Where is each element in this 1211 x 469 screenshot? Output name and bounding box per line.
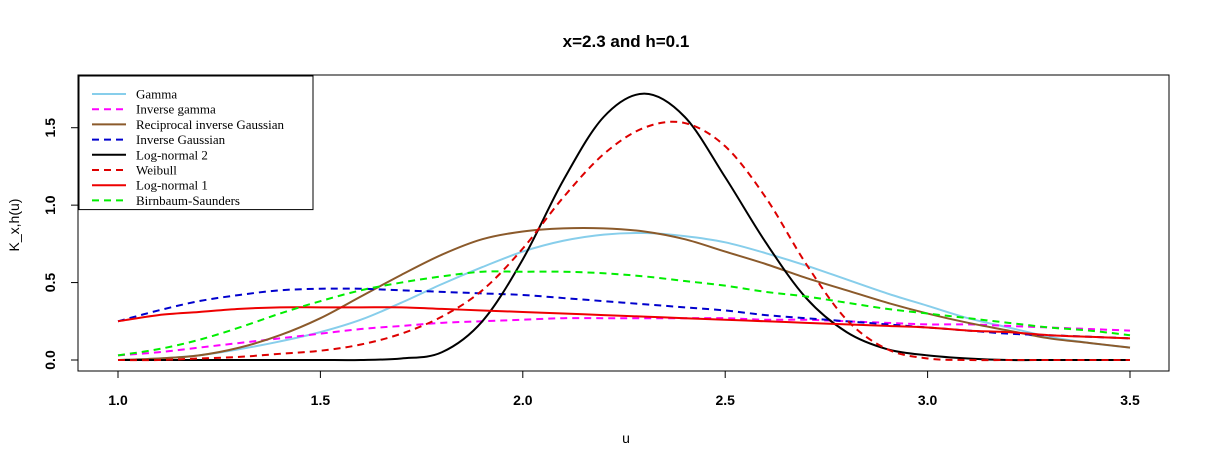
series-line-inverse-gamma (117, 317, 1131, 357)
x-tick-label: 2.0 (513, 392, 533, 408)
chart-title: x=2.3 and h=0.1 (563, 32, 690, 51)
legend-box (78, 75, 314, 211)
legend-label-birnbaum-saunders: Birnbaum-Saunders (136, 193, 240, 208)
x-tick-label: 2.5 (715, 392, 735, 408)
y-axis-label: K_x,h(u) (6, 199, 22, 252)
series-lines (117, 92, 1131, 362)
y-tick-label: 0.5 (42, 273, 58, 293)
legend-label-inverse-gaussian: Inverse Gaussian (136, 132, 226, 147)
series-line-log-normal-2 (118, 92, 1130, 362)
series-line-reciprocal-inverse-gaussian (117, 226, 1131, 361)
y-tick-label: 1.0 (42, 195, 58, 215)
legend-label-log-normal-2: Log-normal 2 (136, 147, 208, 162)
x-tick-label: 3.0 (918, 392, 938, 408)
axes: 1.0 1.5 2.0 2.5 3.0 3.5 0.0 0.5 1.0 1.5 (42, 118, 1140, 408)
legend-label-reciprocal-inverse-gaussian: Reciprocal inverse Gaussian (136, 117, 285, 132)
series-line-weibull (117, 120, 1130, 362)
x-tick-label: 1.0 (108, 392, 128, 408)
y-tick-label: 1.5 (42, 118, 58, 138)
series-line-log-normal-1 (117, 306, 1131, 340)
x-tick-label: 3.5 (1120, 392, 1140, 408)
legend-label-log-normal-1: Log-normal 1 (136, 178, 208, 193)
y-tick-label: 0.0 (42, 350, 58, 370)
x-axis-label: u (622, 430, 630, 446)
series-line-inverse-gaussian (117, 287, 1131, 340)
legend-label-weibull: Weibull (136, 163, 177, 178)
series-line-gamma (117, 231, 1131, 361)
x-tick-label: 1.5 (311, 392, 331, 408)
series-line-birnbaum-saunders (117, 270, 1131, 357)
legend-label-gamma: Gamma (136, 87, 177, 102)
legend-label-inverse-gamma: Inverse gamma (136, 102, 216, 117)
